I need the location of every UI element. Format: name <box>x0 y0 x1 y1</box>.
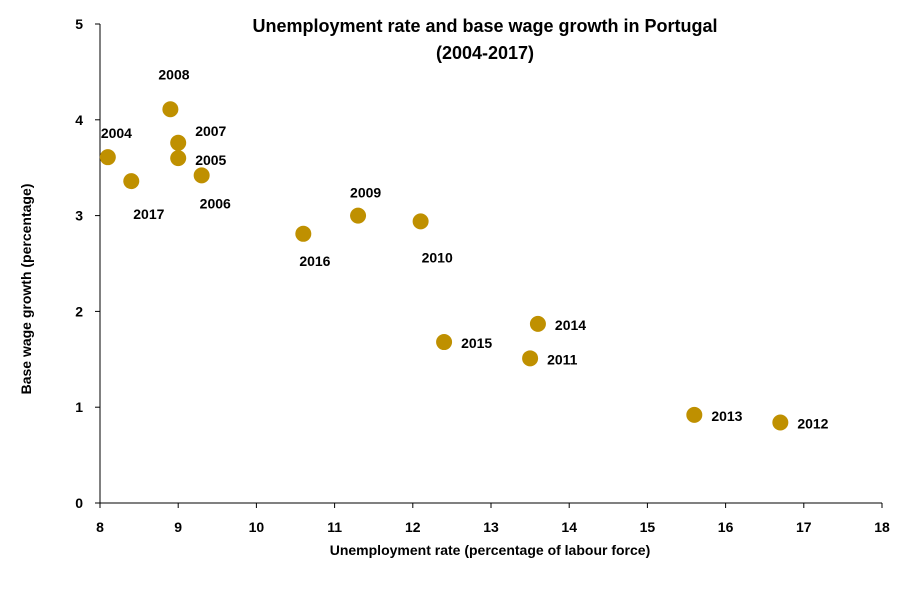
y-tick-label: 0 <box>75 495 83 511</box>
data-point-2016 <box>295 225 312 242</box>
data-point-2015 <box>436 334 453 351</box>
x-tick-label: 9 <box>174 519 182 535</box>
data-label-2011: 2011 <box>547 351 578 367</box>
x-tick-label: 8 <box>96 519 104 535</box>
data-label-2015: 2015 <box>461 335 492 351</box>
data-label-2006: 2006 <box>200 195 231 211</box>
data-point-2004 <box>99 149 116 166</box>
data-label-2008: 2008 <box>158 66 189 82</box>
chart-subtitle: (2004-2017) <box>436 43 534 63</box>
data-point-2007 <box>170 134 187 151</box>
y-tick-label: 3 <box>75 208 83 224</box>
x-tick-label: 10 <box>249 519 265 535</box>
data-label-2013: 2013 <box>711 408 742 424</box>
data-label-2016: 2016 <box>299 253 330 269</box>
data-point-2008 <box>162 101 179 118</box>
x-tick-label: 17 <box>796 519 812 535</box>
x-tick-label: 14 <box>561 519 577 535</box>
data-label-2009: 2009 <box>350 185 381 201</box>
data-label-2007: 2007 <box>195 123 226 139</box>
data-points: 2004 2005 2006 2007 2008 2009 2010 2011 2012 2013… <box>99 66 829 432</box>
data-point-2012 <box>772 414 789 431</box>
data-point-2014 <box>529 315 546 332</box>
y-tick-label: 2 <box>75 303 83 319</box>
data-point-2010 <box>412 213 429 230</box>
y-tick-label: 4 <box>75 112 83 128</box>
data-point-2006 <box>193 167 210 184</box>
x-tick-label: 11 <box>327 519 342 535</box>
data-label-2005: 2005 <box>195 152 226 168</box>
x-tick-label: 13 <box>483 519 499 535</box>
x-tick-label: 16 <box>718 519 734 535</box>
data-label-2004: 2004 <box>101 125 132 141</box>
data-label-2014: 2014 <box>555 317 586 333</box>
chart-title: Unemployment rate and base wage growth i… <box>252 16 717 36</box>
x-tick-label: 15 <box>640 519 656 535</box>
x-axis-title: Unemployment rate (percentage of labour … <box>330 542 651 558</box>
data-label-2012: 2012 <box>797 416 828 432</box>
y-axis-title: Base wage growth (percentage) <box>18 184 34 395</box>
data-label-2017: 2017 <box>133 206 164 222</box>
data-point-2011 <box>522 350 539 367</box>
x-tick-label: 12 <box>405 519 421 535</box>
data-point-2009 <box>350 207 367 224</box>
data-label-2010: 2010 <box>422 249 453 265</box>
y-tick-label: 5 <box>75 16 83 32</box>
data-point-2017 <box>123 173 140 190</box>
data-point-2005 <box>170 150 187 167</box>
data-point-2013 <box>686 406 703 423</box>
y-tick-label: 1 <box>75 399 83 415</box>
x-tick-label: 18 <box>874 519 890 535</box>
